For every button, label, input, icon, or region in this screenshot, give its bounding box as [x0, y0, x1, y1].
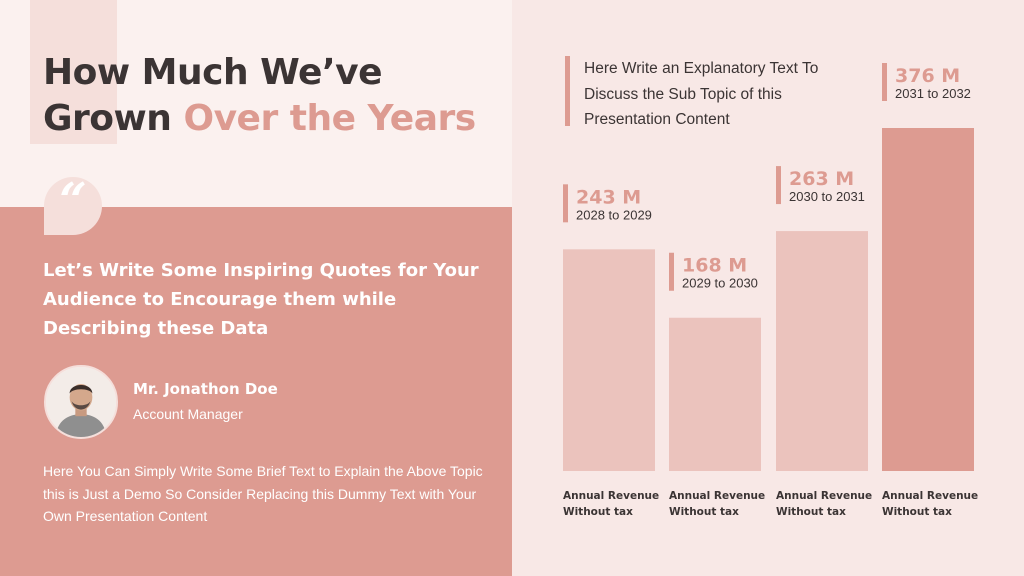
value-marker-3	[776, 166, 781, 205]
value-label-3: 263 M	[789, 168, 854, 190]
bar-1	[563, 249, 655, 471]
category-label-4-line-1: Annual Revenue	[882, 490, 978, 502]
value-label-4: 376 M	[895, 65, 960, 87]
person-role: Account Manager	[133, 406, 243, 422]
decorative-rectangle	[30, 0, 117, 144]
slide-title: How Much We’ve Grown Over the Years	[43, 50, 476, 142]
period-label-4: 2031 to 2032	[895, 86, 971, 101]
period-label-2: 2029 to 2030	[682, 276, 758, 291]
title-line-1: How Much We’ve	[43, 52, 383, 93]
period-label-3: 2030 to 2031	[789, 189, 865, 204]
explanatory-text: Here Write an Explanatory Text To Discus…	[565, 56, 865, 128]
title-line-2-dark: Grown	[43, 98, 184, 139]
avatar	[44, 365, 118, 439]
person-avatar-icon	[46, 367, 116, 437]
body-text: Here You Can Simply Write Some Brief Tex…	[43, 463, 483, 524]
category-label-3-line-2: Without tax	[776, 506, 846, 518]
value-label-1: 243 M	[576, 186, 641, 208]
value-label-2: 168 M	[682, 255, 747, 277]
category-label-1-line-1: Annual Revenue	[563, 490, 659, 502]
value-marker-2	[669, 252, 674, 291]
bar-3	[776, 231, 868, 471]
value-marker-1	[563, 184, 568, 223]
bar-2	[669, 317, 761, 471]
title-line-2-accent: Over the Years	[183, 98, 476, 139]
period-label-1: 2028 to 2029	[576, 207, 652, 222]
quote-icon: “	[44, 173, 102, 235]
inspiring-quote: Let’s Write Some Inspiring Quotes for Yo…	[43, 260, 479, 339]
bar-4	[882, 128, 974, 471]
category-label-2-line-2: Without tax	[669, 506, 739, 518]
category-label-3-line-1: Annual Revenue	[776, 490, 872, 502]
person-name: Mr. Jonathon Doe	[133, 380, 278, 398]
quote-mark: “	[59, 173, 87, 229]
category-label-4-line-2: Without tax	[882, 506, 952, 518]
category-label-2-line-1: Annual Revenue	[669, 490, 765, 502]
category-label-1-line-2: Without tax	[563, 506, 633, 518]
value-marker-4	[882, 63, 887, 101]
